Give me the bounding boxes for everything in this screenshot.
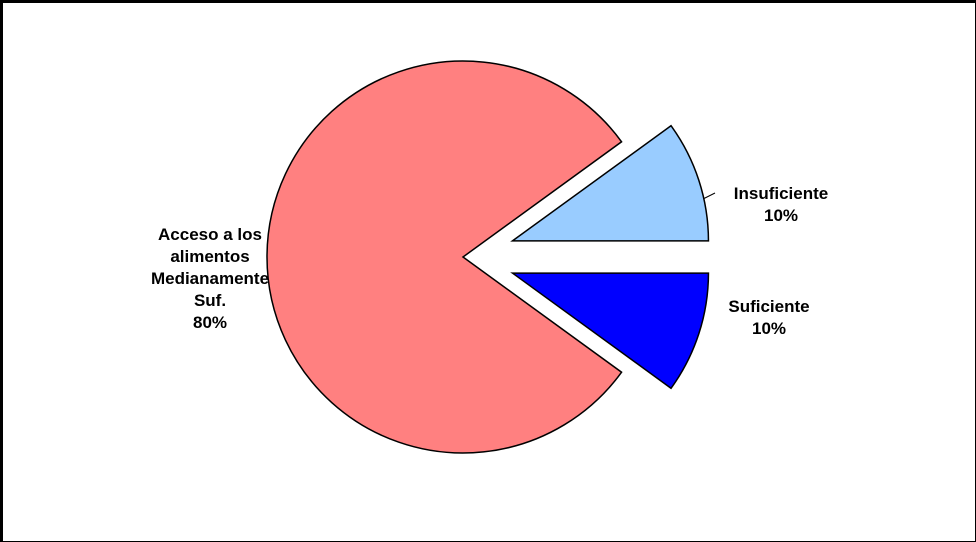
leader-line [702,192,716,200]
slice-label: Suficiente 10% [728,296,809,340]
slice-value-label: 10% [763,206,799,225]
slice-label: Acceso a los alimentos Medianamente Suf.… [135,224,285,334]
slice-value-label: 10% [751,319,787,338]
pie-slice [266,60,623,454]
pie-slice [510,272,710,390]
slice-value-label: 80% [192,313,228,332]
slice-category-label: Insuficiente [733,184,829,203]
slice-category-label: Suficiente [728,297,810,316]
slice-category-label: Acceso a los alimentos Medianamente Suf. [150,225,270,310]
pie-slice [510,124,710,242]
slice-label: Insuficiente 10% [734,183,828,227]
chart [266,60,716,454]
